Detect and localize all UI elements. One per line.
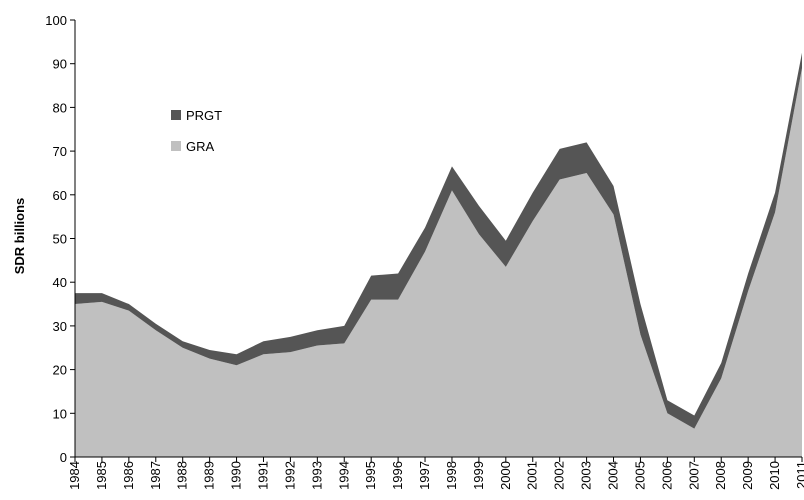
x-tick-label: 1994 [336,461,351,490]
x-tick-label: 1991 [255,461,270,490]
area-series-gra [75,68,802,457]
legend-label-prgt: PRGT [186,108,222,123]
x-tick-label: 1992 [282,461,297,490]
x-tick-label: 2011 [794,461,804,489]
y-tick-label: 80 [53,100,67,115]
x-tick-label: 1984 [67,461,82,490]
x-tick-label: 1989 [202,461,217,490]
y-tick-label: 70 [53,144,67,159]
y-axis-label: SDR billions [12,198,27,275]
x-tick-label: 2008 [713,461,728,490]
area-series-group [75,52,802,457]
legend-swatch-prgt [171,110,181,120]
legend-label-gra: GRA [186,139,215,154]
x-tick-label: 2007 [686,461,701,490]
legend: PRGT GRA [171,108,222,154]
x-tick-label: 1998 [444,461,459,490]
y-tick-label: 60 [53,188,67,203]
x-tick-label: 1999 [471,461,486,490]
y-tick-label: 0 [60,450,67,465]
x-tick-label: 2002 [552,461,567,490]
x-axis-ticks: 1984 1985 1986 1987 1988 1989 1990 1991 1992 1993… [67,457,804,490]
legend-swatch-gra [171,141,181,151]
x-tick-label: 1997 [417,461,432,490]
x-tick-label: 2009 [740,461,755,490]
x-tick-label: 2004 [606,461,621,490]
y-tick-label: 90 [53,57,67,72]
y-tick-label: 20 [53,363,67,378]
x-tick-label: 1986 [121,461,136,490]
x-tick-label: 1987 [148,461,163,490]
x-tick-label: 2005 [632,461,647,490]
x-tick-label: 2001 [525,461,540,490]
y-tick-label: 100 [45,13,67,28]
x-tick-label: 1996 [390,461,405,490]
x-tick-label: 2006 [659,461,674,490]
y-tick-label: 30 [53,319,67,334]
y-tick-label: 40 [53,275,67,290]
x-tick-label: 2003 [579,461,594,490]
x-tick-label: 1993 [309,461,324,490]
x-tick-label: 1990 [229,461,244,490]
y-tick-label: 10 [53,406,67,421]
x-tick-label: 1985 [94,461,109,490]
y-axis-ticks: 0 10 20 30 40 50 60 70 80 90 100 [45,13,75,465]
x-tick-label: 1988 [175,461,190,490]
x-tick-label: 1995 [363,461,378,490]
x-tick-label: 2010 [767,461,782,490]
x-tick-label: 2000 [498,461,513,490]
y-tick-label: 50 [53,232,67,247]
